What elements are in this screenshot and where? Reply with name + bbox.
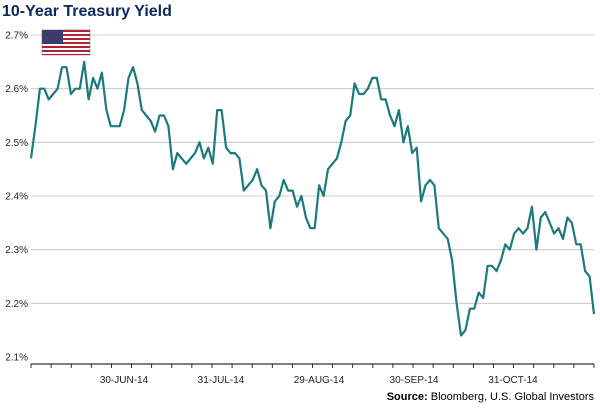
grid-lines — [31, 34, 594, 304]
y-tick-label: 2.5% — [5, 138, 28, 149]
source-label: Source: — [386, 391, 428, 403]
y-tick-label: 2.2% — [5, 299, 28, 310]
y-tick-label: 2.3% — [5, 245, 28, 256]
x-tick-label: 30-SEP-14 — [390, 375, 439, 386]
x-tick-label: 31-JUL-14 — [198, 375, 245, 386]
source-note: Source: Bloomberg, U.S. Global Investors — [387, 391, 594, 403]
x-tick-label: 30-JUN-14 — [100, 375, 149, 386]
y-tick-label: 2.4% — [5, 192, 28, 203]
chart-title: 10-Year Treasury Yield — [2, 3, 172, 20]
x-tick-label: 29-AUG-14 — [294, 375, 345, 386]
source-text: Bloomberg, U.S. Global Investors — [430, 391, 594, 403]
x-axis-ticks — [30, 364, 595, 368]
us-flag-icon — [41, 29, 91, 56]
x-axis-labels: 30-JUN-14 31-JUL-14 29-AUG-14 30-SEP-14 31-O… — [100, 375, 538, 386]
y-tick-label: 2.1% — [5, 353, 28, 364]
y-tick-label: 2.6% — [5, 84, 28, 95]
yield-line — [29, 60, 596, 337]
x-tick-label: 31-OCT-14 — [488, 375, 538, 386]
y-tick-label: 2.7% — [5, 31, 28, 42]
y-axis-labels: 2.1% 2.2% 2.3% 2.4% 2.5% 2.6% 2.7% — [5, 31, 28, 364]
